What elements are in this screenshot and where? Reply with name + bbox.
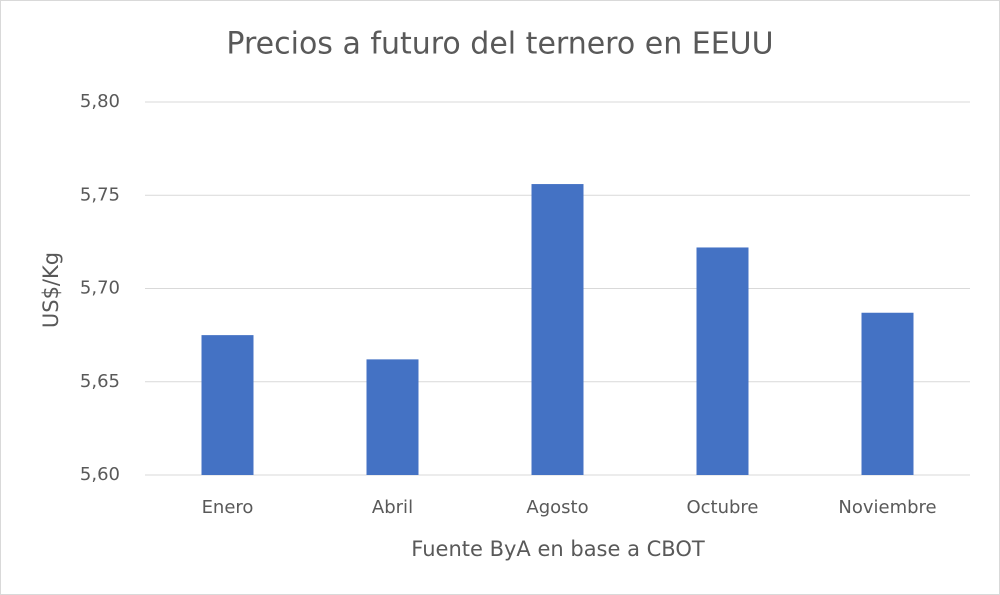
y-tick-label: 5,80	[80, 91, 120, 112]
bar	[696, 247, 749, 475]
x-tick-label: Octubre	[686, 497, 758, 518]
y-tick-label: 5,60	[80, 464, 120, 485]
y-tick-label: 5,65	[80, 371, 120, 392]
chart-title: Precios a futuro del ternero en EEUU	[226, 27, 773, 62]
x-axis-title: Fuente ByA en base a CBOT	[411, 537, 705, 561]
x-tick-label: Agosto	[526, 497, 588, 518]
x-tick-label: Noviembre	[838, 497, 936, 518]
bar	[201, 335, 254, 475]
y-tick-label: 5,70	[80, 278, 120, 299]
x-tick-label: Enero	[202, 497, 254, 518]
x-tick-label: Abril	[372, 497, 413, 518]
bar	[366, 359, 419, 475]
bar	[531, 184, 584, 475]
y-axis-title: US$/Kg	[39, 252, 63, 328]
bar	[861, 312, 914, 475]
y-tick-label: 5,75	[80, 184, 120, 205]
